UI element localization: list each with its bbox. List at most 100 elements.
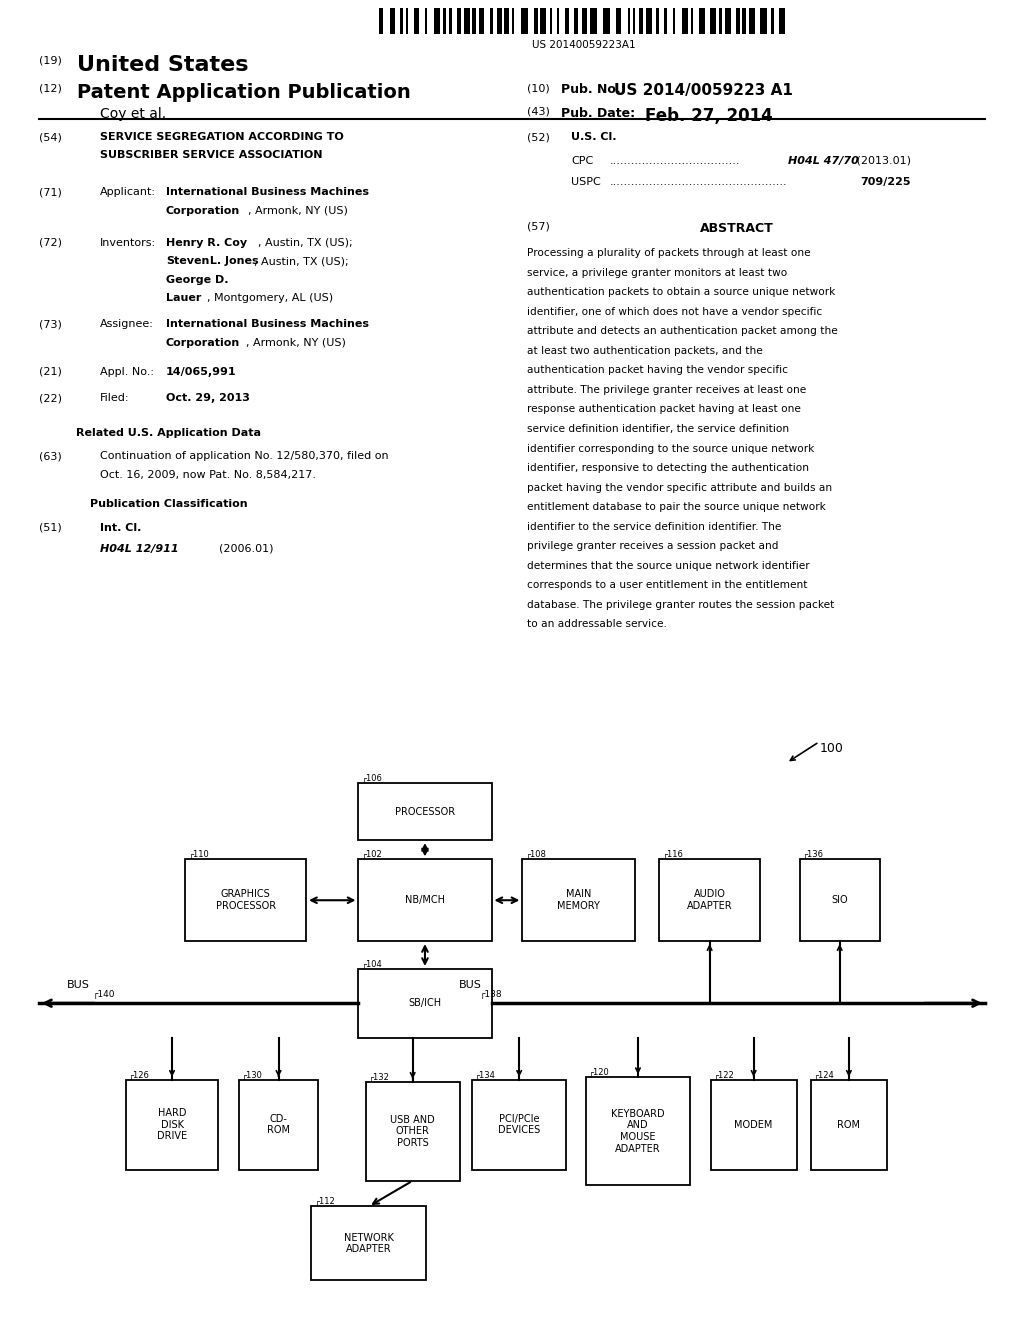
- Bar: [800, 859, 880, 941]
- Text: KEYBOARD
AND
MOUSE
ADAPTER: KEYBOARD AND MOUSE ADAPTER: [611, 1109, 665, 1154]
- Text: PCI/PCIe
DEVICES: PCI/PCIe DEVICES: [498, 1114, 541, 1135]
- Text: (63): (63): [39, 451, 61, 462]
- Text: SUBSCRIBER SERVICE ASSOCIATION: SUBSCRIBER SERVICE ASSOCIATION: [100, 150, 323, 161]
- Text: Pub. Date:: Pub. Date:: [561, 107, 635, 120]
- Bar: [522, 859, 635, 941]
- Bar: [472, 1080, 566, 1170]
- Bar: [711, 1080, 797, 1170]
- Bar: [699, 8, 705, 34]
- Bar: [366, 1082, 460, 1180]
- Text: ┌120: ┌120: [589, 1068, 609, 1077]
- Bar: [479, 8, 483, 34]
- Bar: [616, 8, 622, 34]
- Bar: [550, 8, 552, 34]
- Text: L. Jones: L. Jones: [206, 256, 258, 267]
- Text: Inventors:: Inventors:: [100, 238, 157, 248]
- Text: attribute. The privilege granter receives at least one: attribute. The privilege granter receive…: [527, 385, 807, 395]
- Text: identifier, responsive to detecting the authentication: identifier, responsive to detecting the …: [527, 463, 809, 473]
- Bar: [628, 8, 631, 34]
- Text: to an addressable service.: to an addressable service.: [527, 619, 668, 630]
- Bar: [389, 8, 395, 34]
- Text: identifier, one of which does not have a vendor specific: identifier, one of which does not have a…: [527, 306, 822, 317]
- Text: Oct. 16, 2009, now Pat. No. 8,584,217.: Oct. 16, 2009, now Pat. No. 8,584,217.: [100, 470, 316, 480]
- Bar: [400, 8, 403, 34]
- Text: US 2014/0059223 A1: US 2014/0059223 A1: [614, 83, 794, 98]
- Text: SIO: SIO: [831, 895, 848, 906]
- Text: ┌110: ┌110: [188, 850, 209, 859]
- Text: ┌108: ┌108: [525, 850, 546, 859]
- Text: Feb. 27, 2014: Feb. 27, 2014: [645, 107, 773, 125]
- Text: Applicant:: Applicant:: [100, 187, 157, 198]
- Text: authentication packets to obtain a source unique network: authentication packets to obtain a sourc…: [527, 288, 836, 297]
- Text: at least two authentication packets, and the: at least two authentication packets, and…: [527, 346, 763, 356]
- Text: NETWORK
ADAPTER: NETWORK ADAPTER: [344, 1233, 393, 1254]
- Bar: [540, 8, 546, 34]
- Text: (51): (51): [39, 523, 61, 533]
- Text: ┌116: ┌116: [663, 850, 683, 859]
- Bar: [603, 8, 609, 34]
- Text: AUDIO
ADAPTER: AUDIO ADAPTER: [687, 890, 732, 911]
- Bar: [646, 8, 652, 34]
- Text: authentication packet having the vendor specific: authentication packet having the vendor …: [527, 366, 788, 375]
- Text: Related U.S. Application Data: Related U.S. Application Data: [77, 428, 261, 438]
- Text: Appl. No.:: Appl. No.:: [100, 367, 155, 378]
- Text: Pub. No.:: Pub. No.:: [561, 83, 626, 96]
- Text: , Armonk, NY (US): , Armonk, NY (US): [246, 338, 346, 348]
- Bar: [126, 1080, 218, 1170]
- Bar: [457, 8, 461, 34]
- Text: NB/MCH: NB/MCH: [404, 895, 445, 906]
- Bar: [535, 8, 538, 34]
- Bar: [719, 8, 722, 34]
- Text: USPC: USPC: [571, 177, 601, 187]
- Text: CD-
ROM: CD- ROM: [267, 1114, 290, 1135]
- Bar: [465, 8, 470, 34]
- Text: Publication Classification: Publication Classification: [90, 499, 248, 510]
- Text: Filed:: Filed:: [100, 393, 130, 404]
- Text: service definition identifier, the service definition: service definition identifier, the servi…: [527, 424, 790, 434]
- Text: H04L 12/911: H04L 12/911: [100, 544, 179, 554]
- Text: , Austin, TX (US);: , Austin, TX (US);: [258, 238, 352, 248]
- Bar: [415, 8, 420, 34]
- Text: identifier to the service definition identifier. The: identifier to the service definition ide…: [527, 521, 781, 532]
- Text: , Austin, TX (US);: , Austin, TX (US);: [254, 256, 348, 267]
- Bar: [472, 8, 475, 34]
- Bar: [557, 8, 559, 34]
- Text: identifier corresponding to the source unique network: identifier corresponding to the source u…: [527, 444, 815, 454]
- Text: PROCESSOR: PROCESSOR: [395, 807, 455, 817]
- Bar: [497, 8, 502, 34]
- Bar: [504, 8, 509, 34]
- Text: (71): (71): [39, 187, 61, 198]
- Bar: [586, 1077, 690, 1185]
- Bar: [673, 8, 675, 34]
- Text: MAIN
MEMORY: MAIN MEMORY: [557, 890, 600, 911]
- Text: ┌134: ┌134: [475, 1071, 496, 1080]
- Text: Corporation: Corporation: [166, 206, 241, 216]
- Bar: [659, 859, 760, 941]
- Text: privilege granter receives a session packet and: privilege granter receives a session pac…: [527, 541, 779, 552]
- Text: (52): (52): [527, 132, 550, 143]
- Text: ┌126: ┌126: [129, 1071, 150, 1080]
- Text: (2006.01): (2006.01): [205, 544, 273, 554]
- Text: , Montgomery, AL (US): , Montgomery, AL (US): [207, 293, 333, 304]
- Bar: [443, 8, 446, 34]
- Text: ┌140: ┌140: [92, 989, 115, 998]
- Text: 709/225: 709/225: [860, 177, 910, 187]
- Text: BUS: BUS: [67, 979, 89, 990]
- Text: International Business Machines: International Business Machines: [166, 187, 369, 198]
- Bar: [691, 8, 693, 34]
- Text: GRAPHICS
PROCESSOR: GRAPHICS PROCESSOR: [216, 890, 275, 911]
- Text: ┌122: ┌122: [714, 1071, 734, 1080]
- Text: ┌104: ┌104: [361, 960, 382, 969]
- Bar: [665, 8, 667, 34]
- Text: ┌106: ┌106: [361, 775, 382, 783]
- Bar: [811, 1080, 887, 1170]
- Bar: [489, 8, 493, 34]
- Text: (22): (22): [39, 393, 61, 404]
- Text: ┌136: ┌136: [803, 850, 824, 859]
- Text: Henry R. Coy: Henry R. Coy: [166, 238, 247, 248]
- Text: entitlement database to pair the source unique network: entitlement database to pair the source …: [527, 502, 826, 512]
- Bar: [639, 8, 643, 34]
- Text: USB AND
OTHER
PORTS: USB AND OTHER PORTS: [390, 1114, 435, 1148]
- Text: packet having the vendor specific attribute and builds an: packet having the vendor specific attrib…: [527, 483, 833, 492]
- Text: SERVICE SEGREGATION ACCORDING TO: SERVICE SEGREGATION ACCORDING TO: [100, 132, 344, 143]
